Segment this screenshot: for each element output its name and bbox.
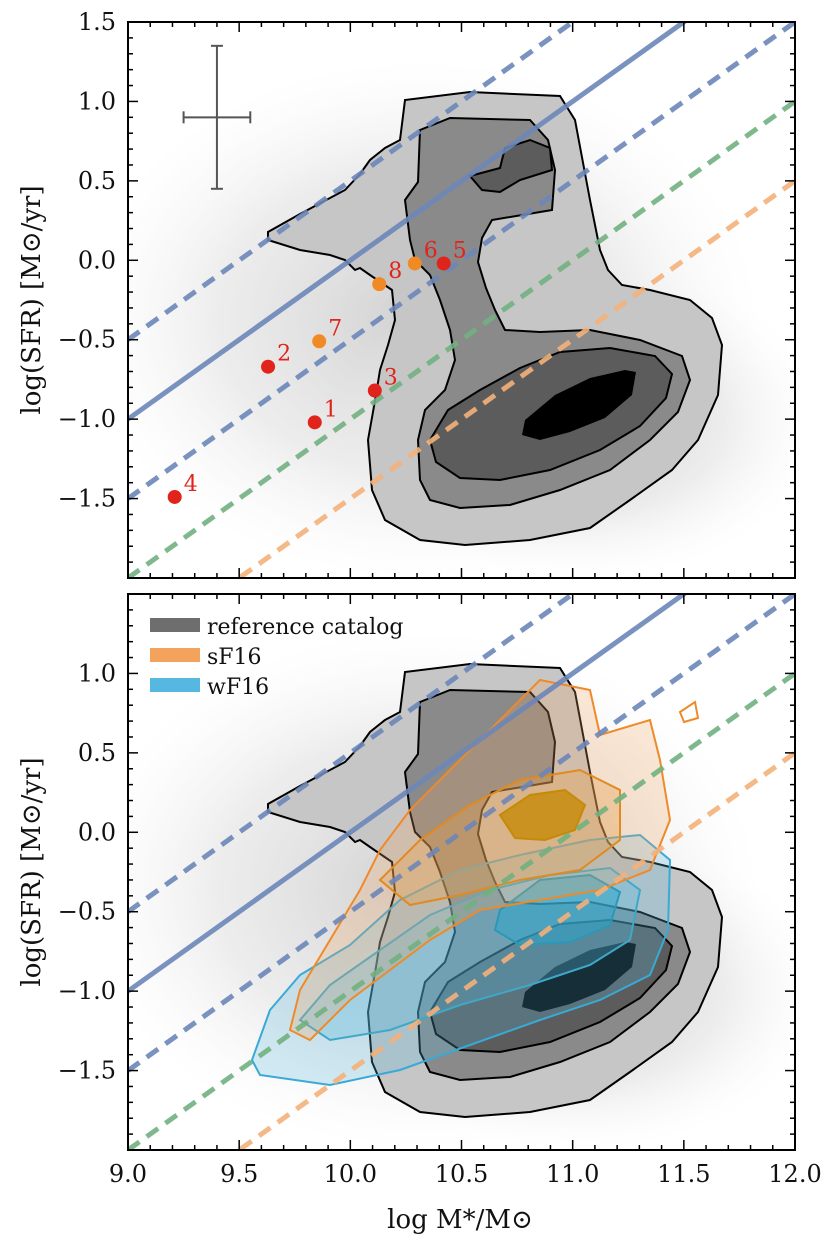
x-tick-label: 10.5 [435,1160,488,1188]
y-tick-label: 0.5 [78,739,116,767]
panel-top: 1 2 3 4 56 7 8 −1.5 −1.0 −0.5 0.0 0.5 1.0 1.5 log(SF… [17,8,796,579]
galaxy-point-1 [307,415,322,430]
axis-ticks-top [127,21,796,579]
error-bar [182,44,252,190]
y-tick-label: −1.5 [58,1057,116,1085]
galaxy-point-5 [436,256,451,271]
legend-label-sF16: sF16 [207,645,262,670]
galaxy-point-label-2: 2 [277,342,291,367]
axis-ticks-bottom [127,593,796,1151]
y-tick-label: −0.5 [58,326,116,354]
y-tick-label: −1.0 [58,405,116,433]
y-tick-label: 1.0 [78,87,116,115]
galaxy-points: 1 2 3 4 56 7 8 [167,238,467,504]
galaxy-point-6 [407,256,422,271]
galaxy-point-4 [167,489,182,504]
y-tick-label: 0.5 [78,167,116,195]
reference-lines-bottom [128,594,795,1150]
x-tick-labels: 9.0 9.5 10.0 10.5 11.0 11.5 12.0 [109,1160,822,1188]
galaxy-point-label-3: 3 [384,366,398,391]
galaxy-point-label-5: 5 [453,238,467,263]
sF16-contours [288,678,700,1042]
reference-line-0 [128,594,689,994]
legend-swatch-sF16 [150,648,200,662]
panel-bottom: −1.5 −1.0 −0.5 0.0 0.5 1.0 9.0 9.5 10.0 10.5 11.0… [17,593,822,1235]
y-tick-labels-bottom: −1.5 −1.0 −0.5 0.0 0.5 1.0 [58,659,116,1084]
x-tick-label: 12.0 [768,1160,821,1188]
y-tick-label: 0.0 [78,818,116,846]
galaxy-point-7 [312,334,327,349]
galaxy-point-8 [372,277,387,292]
x-tick-label: 9.0 [109,1160,147,1188]
x-tick-label: 11.0 [546,1160,599,1188]
y-tick-labels-top: −1.5 −1.0 −0.5 0.0 0.5 1.0 1.5 [58,8,116,513]
y-tick-label: −0.5 [58,898,116,926]
y-tick-label: 1.5 [78,8,116,36]
x-axis-label: log M*/M⊙ [387,1205,533,1235]
x-tick-label: 9.5 [220,1160,258,1188]
x-tick-label: 11.5 [657,1160,710,1188]
legend-swatch-reference [150,618,200,632]
galaxy-point-label-7: 7 [328,316,342,341]
galaxy-point-label-8: 8 [388,259,402,284]
galaxy-point-2 [261,359,276,374]
galaxy-point-label-4: 4 [184,472,198,497]
galaxy-point-label-6: 6 [424,238,438,263]
galaxy-point-3 [367,383,382,398]
galaxy-point-label-1: 1 [324,397,338,422]
y-tick-label: −1.0 [58,977,116,1005]
legend-swatch-wF16 [150,678,200,692]
y-axis-label-top: log(SFR) [M⊙/yr] [17,185,47,414]
legend-label-wF16: wF16 [207,675,269,700]
y-tick-label: −1.5 [58,485,116,513]
y-axis-label-bottom: log(SFR) [M⊙/yr] [17,757,47,986]
legend-label-reference: reference catalog [207,615,404,640]
y-tick-label: 0.0 [78,246,116,274]
y-tick-label: 1.0 [78,659,116,687]
legend: reference catalog sF16 wF16 [150,615,404,700]
x-tick-label: 10.0 [324,1160,377,1188]
